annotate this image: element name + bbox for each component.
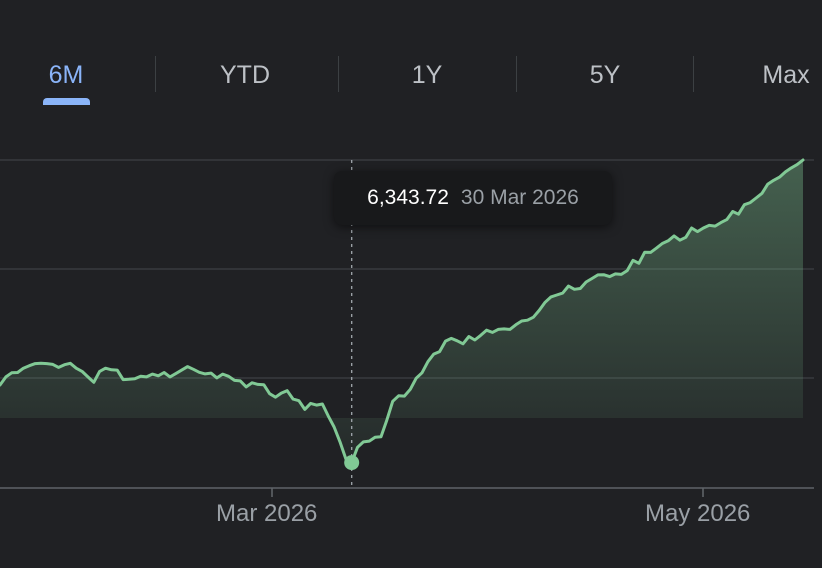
active-tab-indicator — [43, 98, 90, 105]
tab-divider — [155, 56, 156, 92]
x-tick-label-mar: Mar 2026 — [216, 500, 318, 527]
tab-5y[interactable]: 5Y — [589, 61, 621, 89]
price-area-fill — [0, 160, 803, 463]
x-tick-label-may: May 2026 — [645, 500, 751, 527]
tab-ytd[interactable]: YTD — [220, 61, 270, 89]
tab-divider — [516, 56, 517, 92]
price-tooltip: 6,343.72 30 Mar 2026 — [334, 171, 612, 225]
tab-divider — [338, 56, 339, 92]
range-tabs: 6M YTD 1Y 5Y Max — [0, 0, 822, 110]
tooltip-value: 6,343.72 — [367, 186, 449, 209]
tab-divider — [693, 56, 694, 92]
tab-1y[interactable]: 1Y — [411, 61, 443, 89]
tab-6m[interactable]: 6M — [48, 61, 84, 89]
tooltip-date: 30 Mar 2026 — [460, 186, 579, 209]
tab-max[interactable]: Max — [762, 61, 810, 89]
crosshair-point — [344, 455, 360, 471]
price-line — [0, 158, 805, 465]
